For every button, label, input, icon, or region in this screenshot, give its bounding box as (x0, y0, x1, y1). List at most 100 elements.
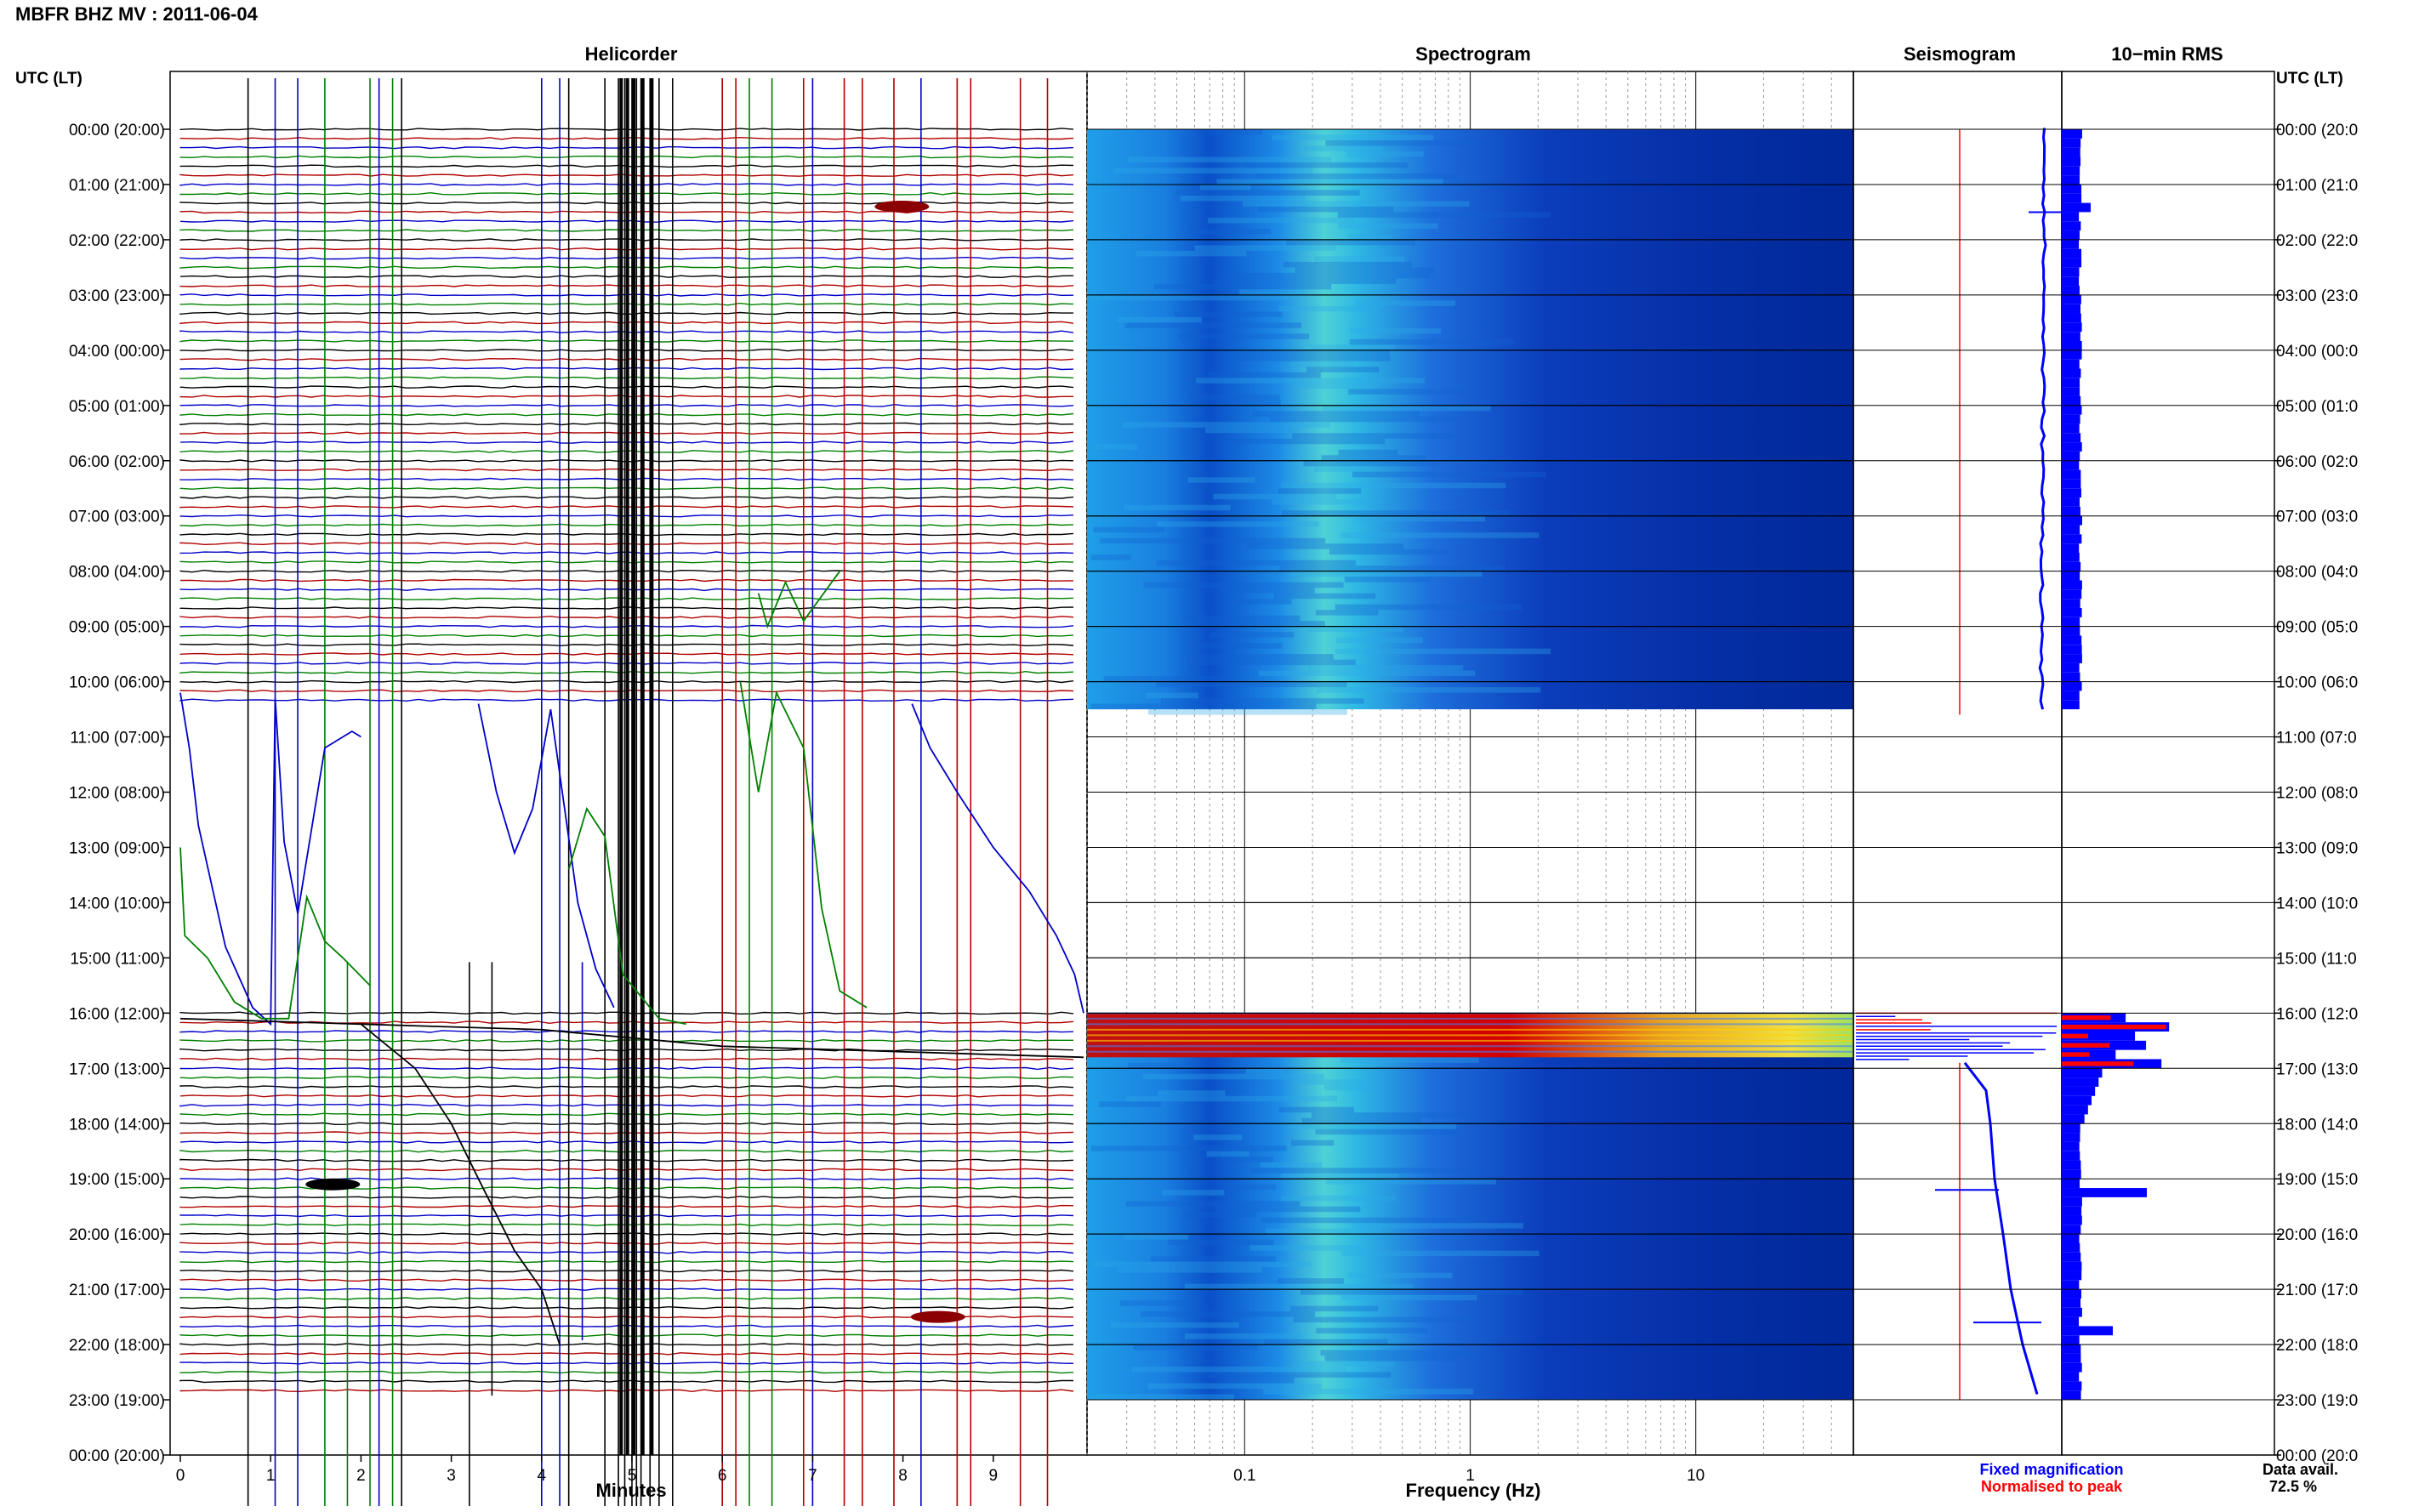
helicorder-drift-trace (739, 681, 868, 1009)
spectrogram-texture (1315, 1128, 1460, 1135)
rms-bar (2062, 1095, 2092, 1106)
rms-bar (2062, 1151, 2080, 1161)
spectrogram-texture (1252, 411, 1420, 417)
rms-bar (2062, 1179, 2080, 1189)
spectrogram-texture (1216, 179, 1443, 185)
rms-bar (2062, 1160, 2081, 1170)
spectrogram-texture (1313, 466, 1367, 472)
legend-normalised-to-peak: Normalised to peak (1981, 1478, 2123, 1495)
spectrogram-texture (1181, 195, 1306, 202)
spectrogram-texture (1119, 1300, 1186, 1306)
spectrogram-texture (1311, 1112, 1469, 1118)
rms-bar (2062, 341, 2082, 350)
rms-bar (2062, 534, 2082, 544)
hour-label-right: 17:00 (13:0 (2276, 1060, 2358, 1078)
spectrogram-texture (1125, 1095, 1337, 1102)
helicorder-title: Helicorder (585, 43, 678, 65)
spectrogram-texture (1090, 703, 1317, 710)
rms-bar (2062, 626, 2080, 636)
spectrogram-texture (1226, 1378, 1295, 1384)
spectrogram-texture (1187, 228, 1272, 235)
rms-bar (2062, 1133, 2080, 1142)
spectrogram-texture (1228, 355, 1391, 361)
spectrogram-texture (1125, 1201, 1301, 1207)
rms-bar-normalised (2062, 1043, 2110, 1048)
rms-bar (2062, 322, 2082, 333)
spectrogram-texture (1090, 554, 1131, 560)
spectrogram-texture (1286, 239, 1415, 246)
helicorder-drift-trace (179, 692, 361, 1026)
helicorder-x-tick-label: 5 (628, 1467, 637, 1485)
spectrogram-texture (1325, 139, 1479, 146)
seismogram-fixed (2038, 128, 2047, 710)
helicorder-panel (169, 71, 1088, 1506)
spectrogram-texture (1325, 1179, 1497, 1185)
rms-bar (2062, 286, 2080, 295)
rms-bar (2062, 166, 2080, 176)
hour-label-right: 09:00 (05:0 (2276, 619, 2358, 637)
rms-bar (2062, 138, 2081, 148)
spectrogram-texture (1206, 1151, 1249, 1157)
rms-bar (2062, 1123, 2080, 1134)
spectrogram-texture (1261, 1217, 1482, 1224)
spectrogram-texture (1303, 145, 1383, 151)
right-axis-label: UTC (LT) (2276, 70, 2343, 88)
rms-bar (2062, 294, 2081, 304)
spectrogram-texture (1208, 372, 1321, 378)
rms-bar (2062, 193, 2082, 203)
rms-bar (2062, 221, 2081, 231)
spectrogram-texture (1178, 333, 1310, 339)
rms-bar (2062, 654, 2082, 663)
spectrogram-texture (1340, 532, 1540, 538)
spectrogram-texture (1235, 1184, 1277, 1191)
spectrogram-texture (1349, 234, 1392, 240)
rms-bar (2062, 1215, 2082, 1225)
hour-label-right: 15:00 (11:0 (2276, 950, 2357, 968)
spectrogram-texture (1187, 477, 1255, 483)
spectrogram-texture (1307, 665, 1464, 671)
spectrogram-texture (1290, 1305, 1379, 1312)
spectrogram-texture (1093, 526, 1165, 533)
rms-frame (2061, 71, 2275, 1456)
spectrogram-texture (1337, 212, 1551, 218)
hour-label-left: 16:00 (12:00) (69, 1005, 165, 1023)
spectrogram-texture (1281, 482, 1506, 489)
spectrogram-texture (1168, 1239, 1274, 1246)
rms-bar (2062, 1086, 2096, 1096)
rms-bar (2062, 580, 2082, 590)
rms-bar (2062, 258, 2082, 268)
hour-label-left: 03:00 (23:00) (69, 287, 165, 305)
spectrogram-texture (1232, 400, 1281, 406)
spectrogram-texture (1123, 1234, 1189, 1240)
hour-label-right: 01:00 (21:0 (2276, 177, 2358, 195)
rms-bar (2062, 1298, 2081, 1308)
spectrogram-texture (1208, 129, 1263, 135)
spectrogram-texture (1218, 272, 1431, 279)
spectrogram-texture (1213, 493, 1337, 500)
spectrogram-texture (1210, 632, 1294, 638)
spectrogram-texture (1095, 444, 1138, 450)
hour-label-right: 05:00 (01:0 (2276, 398, 2358, 416)
helicorder-x-tick-label: 9 (989, 1467, 999, 1485)
helicorder-event (305, 1178, 361, 1191)
spectrogram-texture (1174, 311, 1283, 317)
spectrogram-texture (1335, 648, 1551, 655)
rms-bar (2062, 202, 2091, 213)
spectrogram-texture (1260, 1162, 1322, 1168)
spectrogram-texture (1218, 588, 1315, 594)
spectrogram-texture (1205, 427, 1289, 434)
spectrogram-xlabel: Frequency (Hz) (1406, 1480, 1541, 1501)
hour-label-right: 03:00 (23:0 (2276, 287, 2358, 305)
hour-label-right: 21:00 (17:0 (2276, 1282, 2358, 1299)
spectrogram-texture (1147, 1383, 1323, 1390)
hour-label-left: 02:00 (22:00) (69, 232, 165, 250)
spectrogram-texture (1303, 460, 1439, 467)
spectrogram-texture (1141, 1311, 1315, 1317)
spectrogram-texture (1320, 1350, 1476, 1356)
spectrogram-panel (1086, 71, 1854, 1456)
spectrogram-texture (1185, 1283, 1414, 1290)
hour-label-right: 14:00 (10:0 (2276, 895, 2358, 912)
spectrogram-texture (1294, 1361, 1395, 1367)
rms-bar (2062, 662, 2080, 673)
spectrogram-texture (1346, 151, 1424, 157)
